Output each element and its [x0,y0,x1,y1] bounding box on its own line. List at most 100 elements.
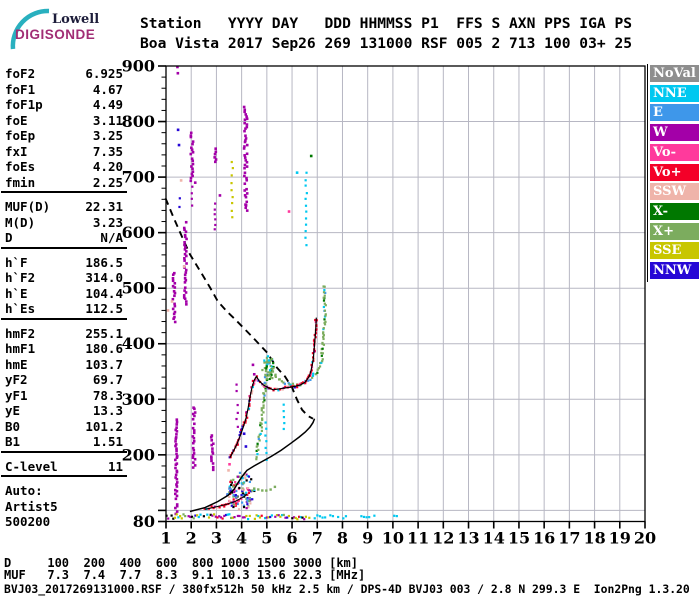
header-values: Boa Vista 2017 Sep26 269 131000 RSF 005 … [140,35,633,52]
param-row: fmin 2.25 [5,175,123,190]
e-trace-fit-line [204,493,248,510]
param-value: 3.23 [92,214,123,230]
true-height-profile [189,418,316,513]
svg-text:11: 11 [407,529,429,548]
svg-text:15: 15 [508,529,530,548]
file-info-row: BVJ03_2017269131000.RSF / 380fx512h 50 k… [4,582,690,596]
param-label: hmF1 [5,341,36,356]
svg-text:6: 6 [286,529,297,548]
param-label: Auto: [5,483,43,498]
param-row: foEs 4.20 [5,159,123,174]
param-row: hmE 103.7 [5,357,123,372]
param-label: fmin [5,174,36,190]
param-row: foF1p 4.49 [5,97,123,112]
svg-text:400: 400 [122,334,155,353]
topside-profile-dashed [164,197,314,420]
param-value: 2.25 [92,174,123,190]
param-value: 6.925 [85,66,123,81]
param-value: 13.3 [92,403,123,418]
e-trace [203,493,247,511]
svg-text:18: 18 [583,529,605,548]
param-row: hmF2 255.1 [5,326,123,341]
param-value: 69.7 [92,372,123,387]
param-value: 101.2 [85,418,123,434]
svg-text:13: 13 [457,529,479,548]
param-row: Auto: [5,483,123,498]
param-value: 180.6 [85,341,123,356]
param-value: 112.5 [85,301,123,316]
param-value: 1.51 [92,434,123,449]
param-divider [1,317,127,320]
param-row: foF1 4.67 [5,82,123,97]
legend-item-nne: NNE [650,84,699,102]
param-label: foEs [5,159,36,174]
param-row: MUF(D) 22.31 [5,199,123,214]
svg-text:14: 14 [483,529,505,548]
param-value: 3.11 [92,112,123,128]
param-label: h`F2 [5,270,36,285]
svg-text:19: 19 [609,529,631,548]
svg-text:600: 600 [122,223,155,242]
svg-text:80: 80 [133,512,155,531]
svg-text:10: 10 [382,529,404,548]
param-label: M(D) [5,214,36,230]
legend-divider [647,64,648,282]
param-row: h`E 104.4 [5,286,123,301]
svg-text:200: 200 [122,445,155,464]
param-row: 500200 [5,514,123,529]
param-value: 3.25 [92,128,123,143]
param-row: foEp 3.25 [5,128,123,143]
param-label: D [5,230,13,245]
svg-text:700: 700 [122,168,155,187]
param-label: foF2 [5,66,36,81]
param-row: Artist5 [5,499,123,514]
legend-item-vo: Vo- [650,143,699,161]
param-row: B1 1.51 [5,434,123,449]
param-row: h`F 186.5 [5,255,123,270]
svg-text:17: 17 [558,529,580,548]
svg-text:4: 4 [236,529,247,548]
param-value: N/A [100,230,123,245]
param-label: C-level [5,458,58,474]
legend-item-nnw: NNW [650,262,699,279]
param-label: foF1p [5,97,43,112]
param-value: 4.20 [92,159,123,174]
param-row: D N/A [5,230,123,245]
grid [166,65,646,522]
svg-text:9: 9 [362,529,373,548]
svg-text:500: 500 [122,279,155,298]
muf-row: MUF 7.3 7.4 7.7 8.3 9.1 10.3 13.6 22.3 [… [4,568,366,582]
isolated-echo-dots [166,154,313,472]
param-divider [1,246,127,249]
param-label: fxI [5,143,28,159]
param-divider [1,191,127,193]
param-row: yE 13.3 [5,403,123,418]
param-label: hmE [5,356,28,372]
param-row: foF2 6.925 [5,66,123,81]
param-row: M(D) 3.23 [5,215,123,230]
param-value: 103.7 [85,356,123,372]
param-label: yF2 [5,372,28,387]
param-label: yE [5,403,21,418]
legend-item-vo: Vo+ [650,163,699,181]
param-value: 4.67 [92,81,123,97]
legend-item-w: W [650,124,699,142]
legend-item-noval: NoVal [650,65,699,82]
param-label: yF1 [5,387,28,403]
svg-text:8: 8 [337,529,348,548]
param-label: h`Es [5,301,36,316]
param-value: 314.0 [85,270,123,285]
param-value: 22.31 [85,199,123,214]
svg-text:800: 800 [122,112,155,131]
param-row: B0 101.2 [5,419,123,434]
legend-item-ssw: SSW [650,183,699,201]
svg-text:16: 16 [533,529,555,548]
param-label: foEp [5,128,36,143]
interference-columns [171,65,308,516]
legend-item-sse: SSE [650,242,699,260]
d-distance-row: D 100 200 400 600 800 1000 1500 3000 [km… [4,556,359,570]
param-value: 11 [107,458,123,474]
param-value: 7.35 [92,143,123,159]
